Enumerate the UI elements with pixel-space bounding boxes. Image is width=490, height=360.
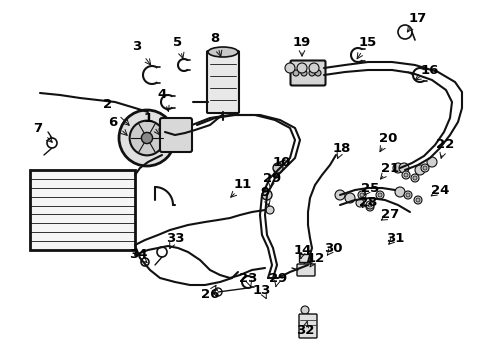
Ellipse shape bbox=[208, 47, 238, 57]
FancyBboxPatch shape bbox=[297, 264, 315, 276]
FancyBboxPatch shape bbox=[160, 118, 192, 152]
Text: 8: 8 bbox=[210, 31, 220, 45]
Text: 4: 4 bbox=[157, 89, 167, 102]
Text: 6: 6 bbox=[108, 116, 118, 129]
Text: 19: 19 bbox=[293, 36, 311, 49]
Circle shape bbox=[427, 157, 437, 167]
Circle shape bbox=[421, 164, 429, 172]
Text: 14: 14 bbox=[294, 243, 312, 256]
Text: 2: 2 bbox=[103, 99, 113, 112]
Circle shape bbox=[304, 314, 312, 322]
Circle shape bbox=[415, 165, 425, 175]
Circle shape bbox=[416, 198, 420, 202]
Circle shape bbox=[309, 63, 319, 73]
Circle shape bbox=[304, 258, 312, 266]
Text: 27: 27 bbox=[381, 208, 399, 221]
Circle shape bbox=[366, 203, 374, 211]
FancyBboxPatch shape bbox=[291, 60, 325, 85]
Circle shape bbox=[301, 70, 307, 76]
FancyBboxPatch shape bbox=[299, 314, 317, 338]
Text: 32: 32 bbox=[296, 324, 314, 337]
Text: 34: 34 bbox=[129, 248, 147, 261]
Circle shape bbox=[285, 63, 295, 73]
Circle shape bbox=[423, 166, 427, 170]
Circle shape bbox=[404, 173, 408, 177]
Text: 25: 25 bbox=[361, 181, 379, 194]
Circle shape bbox=[414, 196, 422, 204]
Text: 9: 9 bbox=[261, 186, 270, 199]
Text: 15: 15 bbox=[359, 36, 377, 49]
Circle shape bbox=[301, 306, 309, 314]
Circle shape bbox=[406, 193, 410, 197]
Text: 11: 11 bbox=[234, 179, 252, 192]
Text: 1: 1 bbox=[144, 112, 152, 125]
Text: 22: 22 bbox=[436, 139, 454, 152]
Text: 29: 29 bbox=[263, 171, 281, 184]
Circle shape bbox=[366, 201, 374, 209]
Circle shape bbox=[395, 187, 405, 197]
Circle shape bbox=[273, 163, 283, 173]
Circle shape bbox=[266, 206, 274, 214]
Circle shape bbox=[402, 171, 410, 179]
Circle shape bbox=[119, 110, 175, 166]
Circle shape bbox=[297, 63, 307, 73]
Text: 18: 18 bbox=[333, 141, 351, 154]
Circle shape bbox=[142, 132, 152, 144]
Text: 23: 23 bbox=[239, 271, 257, 284]
FancyBboxPatch shape bbox=[207, 51, 239, 113]
Text: 30: 30 bbox=[324, 242, 342, 255]
Circle shape bbox=[345, 193, 355, 203]
Circle shape bbox=[399, 163, 409, 173]
Circle shape bbox=[309, 70, 315, 76]
Circle shape bbox=[413, 176, 417, 180]
Text: 10: 10 bbox=[273, 157, 291, 170]
Text: 17: 17 bbox=[409, 12, 427, 24]
Text: 29: 29 bbox=[269, 271, 287, 284]
Circle shape bbox=[404, 191, 412, 199]
Circle shape bbox=[411, 174, 419, 182]
Bar bbox=[30, 170, 135, 250]
Text: 7: 7 bbox=[33, 122, 43, 135]
Circle shape bbox=[360, 193, 364, 197]
Text: 3: 3 bbox=[132, 40, 142, 54]
Text: 24: 24 bbox=[431, 184, 449, 197]
Circle shape bbox=[130, 121, 164, 156]
Text: 13: 13 bbox=[253, 284, 271, 297]
Circle shape bbox=[262, 190, 272, 200]
Text: 5: 5 bbox=[173, 36, 183, 49]
Text: 20: 20 bbox=[379, 131, 397, 144]
Circle shape bbox=[293, 70, 299, 76]
FancyBboxPatch shape bbox=[299, 255, 311, 262]
Circle shape bbox=[376, 191, 384, 199]
Circle shape bbox=[356, 199, 364, 207]
Text: 33: 33 bbox=[166, 231, 184, 244]
Circle shape bbox=[368, 203, 372, 207]
Circle shape bbox=[358, 191, 366, 199]
Text: 12: 12 bbox=[307, 252, 325, 265]
Text: 28: 28 bbox=[359, 195, 377, 208]
Text: 26: 26 bbox=[201, 288, 219, 302]
Text: 21: 21 bbox=[381, 162, 399, 175]
Text: 16: 16 bbox=[421, 63, 439, 77]
Circle shape bbox=[315, 70, 321, 76]
Text: 31: 31 bbox=[386, 231, 404, 244]
Circle shape bbox=[335, 190, 345, 200]
Circle shape bbox=[378, 193, 382, 197]
Circle shape bbox=[393, 163, 403, 173]
